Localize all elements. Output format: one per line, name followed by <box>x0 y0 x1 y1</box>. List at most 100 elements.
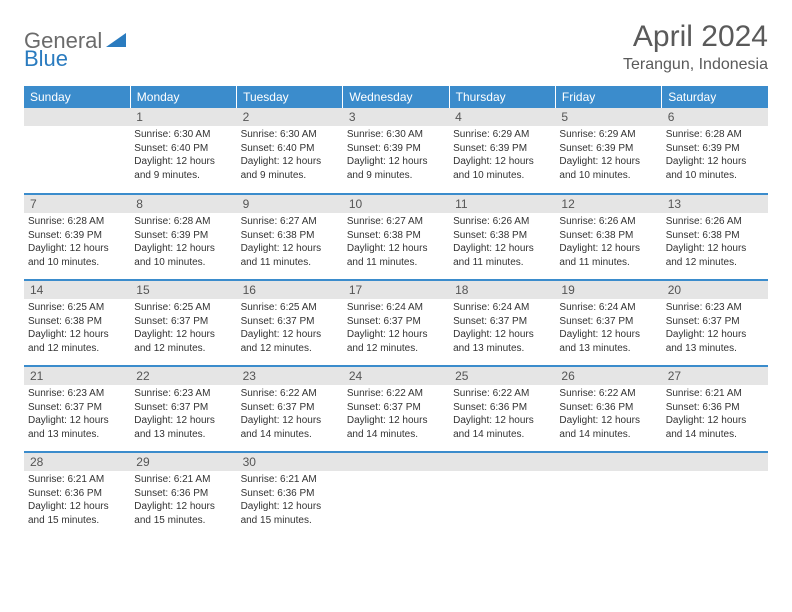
calendar-cell: 8Sunrise: 6:28 AMSunset: 6:39 PMDaylight… <box>130 194 236 280</box>
day-number: 11 <box>449 195 555 213</box>
daylight-text: Daylight: 12 hours and 13 minutes. <box>666 328 764 355</box>
sunrise-text: Sunrise: 6:22 AM <box>453 387 551 401</box>
sunrise-text: Sunrise: 6:26 AM <box>559 215 657 229</box>
day-number: 10 <box>343 195 449 213</box>
calendar-cell: 26Sunrise: 6:22 AMSunset: 6:36 PMDayligh… <box>555 366 661 452</box>
daylight-text: Daylight: 12 hours and 13 minutes. <box>28 414 126 441</box>
day-content: Sunrise: 6:21 AMSunset: 6:36 PMDaylight:… <box>237 471 343 531</box>
location-label: Terangun, Indonesia <box>623 56 768 74</box>
sunset-text: Sunset: 6:39 PM <box>134 229 232 243</box>
daylight-text: Daylight: 12 hours and 12 minutes. <box>347 328 445 355</box>
calendar-head: Sunday Monday Tuesday Wednesday Thursday… <box>24 86 768 108</box>
day-number: 29 <box>130 453 236 471</box>
day-content: Sunrise: 6:22 AMSunset: 6:36 PMDaylight:… <box>449 385 555 445</box>
sunrise-text: Sunrise: 6:28 AM <box>28 215 126 229</box>
day-content <box>555 471 661 477</box>
day-content: Sunrise: 6:25 AMSunset: 6:38 PMDaylight:… <box>24 299 130 359</box>
daylight-text: Daylight: 12 hours and 14 minutes. <box>453 414 551 441</box>
daylight-text: Daylight: 12 hours and 10 minutes. <box>453 155 551 182</box>
calendar-cell: 17Sunrise: 6:24 AMSunset: 6:37 PMDayligh… <box>343 280 449 366</box>
sunset-text: Sunset: 6:36 PM <box>666 401 764 415</box>
day-number: 20 <box>662 281 768 299</box>
weekday-header: Monday <box>130 86 236 108</box>
sunrise-text: Sunrise: 6:27 AM <box>241 215 339 229</box>
sunrise-text: Sunrise: 6:29 AM <box>559 128 657 142</box>
sunrise-text: Sunrise: 6:26 AM <box>453 215 551 229</box>
sunrise-text: Sunrise: 6:24 AM <box>347 301 445 315</box>
daylight-text: Daylight: 12 hours and 14 minutes. <box>347 414 445 441</box>
calendar-cell: 19Sunrise: 6:24 AMSunset: 6:37 PMDayligh… <box>555 280 661 366</box>
month-title: April 2024 <box>623 20 768 54</box>
day-number: 25 <box>449 367 555 385</box>
calendar-cell: 2Sunrise: 6:30 AMSunset: 6:40 PMDaylight… <box>237 108 343 194</box>
sunrise-text: Sunrise: 6:21 AM <box>666 387 764 401</box>
sunset-text: Sunset: 6:36 PM <box>28 487 126 501</box>
sunset-text: Sunset: 6:36 PM <box>559 401 657 415</box>
sunset-text: Sunset: 6:40 PM <box>134 142 232 156</box>
calendar-week-row: 28Sunrise: 6:21 AMSunset: 6:36 PMDayligh… <box>24 452 768 538</box>
day-content: Sunrise: 6:30 AMSunset: 6:40 PMDaylight:… <box>237 126 343 186</box>
day-content <box>343 471 449 477</box>
day-content: Sunrise: 6:22 AMSunset: 6:37 PMDaylight:… <box>343 385 449 445</box>
calendar-cell: 20Sunrise: 6:23 AMSunset: 6:37 PMDayligh… <box>662 280 768 366</box>
day-number: 28 <box>24 453 130 471</box>
sunrise-text: Sunrise: 6:21 AM <box>134 473 232 487</box>
sunset-text: Sunset: 6:36 PM <box>453 401 551 415</box>
calendar-cell: 23Sunrise: 6:22 AMSunset: 6:37 PMDayligh… <box>237 366 343 452</box>
sunrise-text: Sunrise: 6:21 AM <box>28 473 126 487</box>
day-content: Sunrise: 6:25 AMSunset: 6:37 PMDaylight:… <box>130 299 236 359</box>
calendar-cell: 27Sunrise: 6:21 AMSunset: 6:36 PMDayligh… <box>662 366 768 452</box>
sunrise-text: Sunrise: 6:30 AM <box>134 128 232 142</box>
weekday-header: Saturday <box>662 86 768 108</box>
day-content: Sunrise: 6:30 AMSunset: 6:39 PMDaylight:… <box>343 126 449 186</box>
daylight-text: Daylight: 12 hours and 9 minutes. <box>241 155 339 182</box>
weekday-header: Friday <box>555 86 661 108</box>
day-content: Sunrise: 6:23 AMSunset: 6:37 PMDaylight:… <box>130 385 236 445</box>
day-number: 16 <box>237 281 343 299</box>
sunset-text: Sunset: 6:36 PM <box>134 487 232 501</box>
sunset-text: Sunset: 6:37 PM <box>559 315 657 329</box>
day-number: 1 <box>130 108 236 126</box>
sunrise-text: Sunrise: 6:23 AM <box>666 301 764 315</box>
sunrise-text: Sunrise: 6:30 AM <box>241 128 339 142</box>
day-content: Sunrise: 6:29 AMSunset: 6:39 PMDaylight:… <box>449 126 555 186</box>
day-content: Sunrise: 6:25 AMSunset: 6:37 PMDaylight:… <box>237 299 343 359</box>
day-number <box>555 453 661 471</box>
logo-text-blue: Blue <box>24 46 68 71</box>
sunset-text: Sunset: 6:39 PM <box>453 142 551 156</box>
daylight-text: Daylight: 12 hours and 10 minutes. <box>28 242 126 269</box>
daylight-text: Daylight: 12 hours and 11 minutes. <box>453 242 551 269</box>
daylight-text: Daylight: 12 hours and 14 minutes. <box>666 414 764 441</box>
calendar-cell <box>343 452 449 538</box>
day-number: 21 <box>24 367 130 385</box>
sunset-text: Sunset: 6:38 PM <box>666 229 764 243</box>
day-content: Sunrise: 6:30 AMSunset: 6:40 PMDaylight:… <box>130 126 236 186</box>
sunset-text: Sunset: 6:38 PM <box>241 229 339 243</box>
day-content: Sunrise: 6:28 AMSunset: 6:39 PMDaylight:… <box>662 126 768 186</box>
day-number: 4 <box>449 108 555 126</box>
sunset-text: Sunset: 6:40 PM <box>241 142 339 156</box>
daylight-text: Daylight: 12 hours and 13 minutes. <box>453 328 551 355</box>
calendar-cell: 28Sunrise: 6:21 AMSunset: 6:36 PMDayligh… <box>24 452 130 538</box>
sunrise-text: Sunrise: 6:22 AM <box>347 387 445 401</box>
day-content: Sunrise: 6:23 AMSunset: 6:37 PMDaylight:… <box>662 299 768 359</box>
weekday-row: Sunday Monday Tuesday Wednesday Thursday… <box>24 86 768 108</box>
day-number: 22 <box>130 367 236 385</box>
day-number: 18 <box>449 281 555 299</box>
header: General April 2024 Terangun, Indonesia <box>24 20 768 74</box>
calendar-cell: 18Sunrise: 6:24 AMSunset: 6:37 PMDayligh… <box>449 280 555 366</box>
daylight-text: Daylight: 12 hours and 15 minutes. <box>134 500 232 527</box>
day-number: 30 <box>237 453 343 471</box>
calendar-week-row: 14Sunrise: 6:25 AMSunset: 6:38 PMDayligh… <box>24 280 768 366</box>
sunrise-text: Sunrise: 6:22 AM <box>559 387 657 401</box>
daylight-text: Daylight: 12 hours and 10 minutes. <box>666 155 764 182</box>
daylight-text: Daylight: 12 hours and 14 minutes. <box>559 414 657 441</box>
calendar-cell: 12Sunrise: 6:26 AMSunset: 6:38 PMDayligh… <box>555 194 661 280</box>
sunset-text: Sunset: 6:37 PM <box>347 401 445 415</box>
calendar-cell <box>555 452 661 538</box>
day-content: Sunrise: 6:26 AMSunset: 6:38 PMDaylight:… <box>662 213 768 273</box>
sunrise-text: Sunrise: 6:21 AM <box>241 473 339 487</box>
calendar-cell: 4Sunrise: 6:29 AMSunset: 6:39 PMDaylight… <box>449 108 555 194</box>
calendar-body: 1Sunrise: 6:30 AMSunset: 6:40 PMDaylight… <box>24 108 768 538</box>
daylight-text: Daylight: 12 hours and 14 minutes. <box>241 414 339 441</box>
